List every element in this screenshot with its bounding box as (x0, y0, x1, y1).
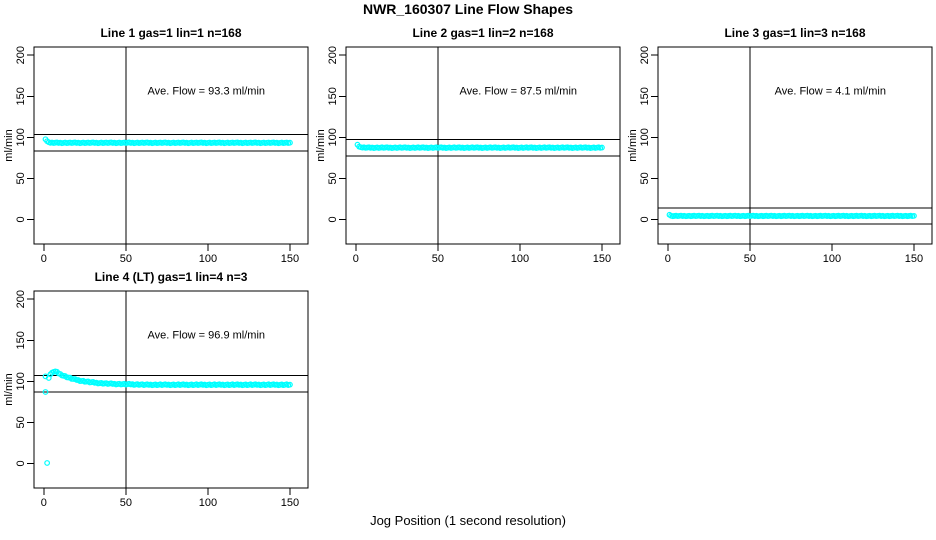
y-tick-label: 50 (15, 172, 27, 184)
panel-title: Line 3 gas=1 lin=3 n=168 (724, 26, 865, 40)
plot-panel-4: 0 50 100 150 0 50 100 150 200 ml/min Line 4 (LT) g… (3, 270, 309, 509)
plot-panel-1: 0 50 100 150 0 50 100 150 200 ml/min Line 1 gas=1 … (3, 26, 309, 265)
x-tick-label: 0 (665, 253, 671, 265)
y-axis: 0 50 100 150 200 (15, 290, 34, 466)
x-tick-label: 100 (511, 253, 529, 265)
annotation-ave-flow: Ave. Flow = 4.1 ml/min (775, 86, 886, 98)
page-title: NWR_160307 Line Flow Shapes (362, 1, 574, 17)
y-tick-label: 100 (15, 372, 27, 390)
x-tick-label: 100 (823, 253, 841, 265)
x-tick-label: 150 (281, 497, 299, 509)
x-tick-label: 50 (432, 253, 444, 265)
annotation-ave-flow: Ave. Flow = 96.9 ml/min (148, 330, 265, 342)
data-points (42, 368, 293, 466)
x-tick-label: 0 (41, 497, 47, 509)
y-tick-label: 50 (327, 172, 339, 184)
x-axis: 0 50 100 150 (353, 244, 611, 265)
data-points (354, 141, 605, 151)
y-tick-label: 150 (639, 87, 651, 105)
x-tick-label: 50 (120, 497, 132, 509)
y-tick-label: 150 (15, 331, 27, 349)
plot-panel-3: 0 50 100 150 0 50 100 150 200 ml/min Line 3 gas=1 … (627, 26, 933, 265)
y-tick-label: 100 (15, 128, 27, 146)
plot-box (345, 46, 621, 245)
plot-box (657, 46, 933, 245)
x-tick-label: 0 (353, 253, 359, 265)
x-tick-label: 100 (199, 253, 217, 265)
panel-title: Line 1 gas=1 lin=1 n=168 (100, 26, 241, 40)
y-tick-label: 100 (639, 128, 651, 146)
plot-panel-2: 0 50 100 150 0 50 100 150 200 ml/min Line 2 gas=1 … (315, 26, 621, 265)
y-tick-label: 200 (15, 46, 27, 64)
x-tick-label: 100 (199, 497, 217, 509)
y-tick-label: 0 (15, 216, 27, 222)
y-tick-label: 50 (15, 416, 27, 428)
x-axis: 0 50 100 150 (665, 244, 923, 265)
y-tick-label: 200 (15, 290, 27, 308)
y-tick-label: 0 (15, 460, 27, 466)
y-axis: 0 50 100 150 200 (15, 46, 34, 222)
y-tick-label: 0 (327, 216, 339, 222)
y-axis-label: ml/min (627, 129, 639, 161)
x-axis-outer-label: Jog Position (1 second resolution) (370, 513, 566, 528)
y-tick-label: 150 (15, 87, 27, 105)
data-points (666, 211, 917, 220)
y-tick-label: 150 (327, 87, 339, 105)
y-axis-label: ml/min (315, 129, 327, 161)
x-tick-label: 150 (905, 253, 923, 265)
y-tick-label: 0 (639, 216, 651, 222)
plot-box (33, 290, 309, 489)
x-tick-label: 50 (120, 253, 132, 265)
panel-title: Line 4 (LT) gas=1 lin=4 n=3 (95, 270, 248, 284)
panel-title: Line 2 gas=1 lin=2 n=168 (412, 26, 553, 40)
y-axis-label: ml/min (3, 373, 15, 405)
y-tick-label: 200 (327, 46, 339, 64)
annotation-ave-flow: Ave. Flow = 87.5 ml/min (460, 86, 577, 98)
x-axis: 0 50 100 150 (41, 488, 299, 509)
x-tick-label: 150 (593, 253, 611, 265)
x-axis: 0 50 100 150 (41, 244, 299, 265)
x-tick-label: 0 (41, 253, 47, 265)
y-axis: 0 50 100 150 200 (327, 46, 346, 222)
y-tick-label: 200 (639, 46, 651, 64)
x-tick-label: 150 (281, 253, 299, 265)
annotation-ave-flow: Ave. Flow = 93.3 ml/min (148, 86, 265, 98)
data-points (42, 136, 293, 147)
y-axis: 0 50 100 150 200 (639, 46, 658, 222)
plot-box (33, 46, 309, 245)
y-tick-label: 100 (327, 128, 339, 146)
y-axis-label: ml/min (3, 129, 15, 161)
x-tick-label: 50 (744, 253, 756, 265)
y-tick-label: 50 (639, 172, 651, 184)
